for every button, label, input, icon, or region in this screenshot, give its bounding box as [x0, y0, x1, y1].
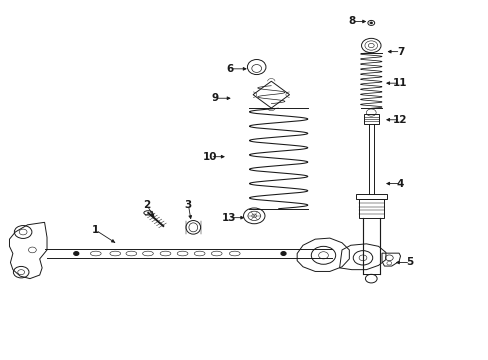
Circle shape: [74, 252, 79, 255]
Text: 2: 2: [143, 200, 150, 210]
Text: 11: 11: [392, 78, 407, 88]
Text: 5: 5: [406, 257, 413, 267]
Text: 9: 9: [211, 93, 218, 103]
Text: 8: 8: [347, 17, 355, 27]
Text: 7: 7: [396, 46, 404, 57]
Circle shape: [369, 22, 372, 24]
Bar: [363, 114, 378, 124]
Bar: [358, 199, 383, 219]
Text: 3: 3: [184, 200, 192, 210]
Text: 10: 10: [203, 152, 217, 162]
Bar: [355, 194, 386, 199]
Text: 6: 6: [226, 64, 233, 74]
Text: 12: 12: [392, 115, 407, 125]
Text: 1: 1: [92, 225, 99, 235]
Text: 13: 13: [221, 213, 236, 222]
Text: 4: 4: [396, 179, 404, 189]
Circle shape: [281, 252, 285, 255]
